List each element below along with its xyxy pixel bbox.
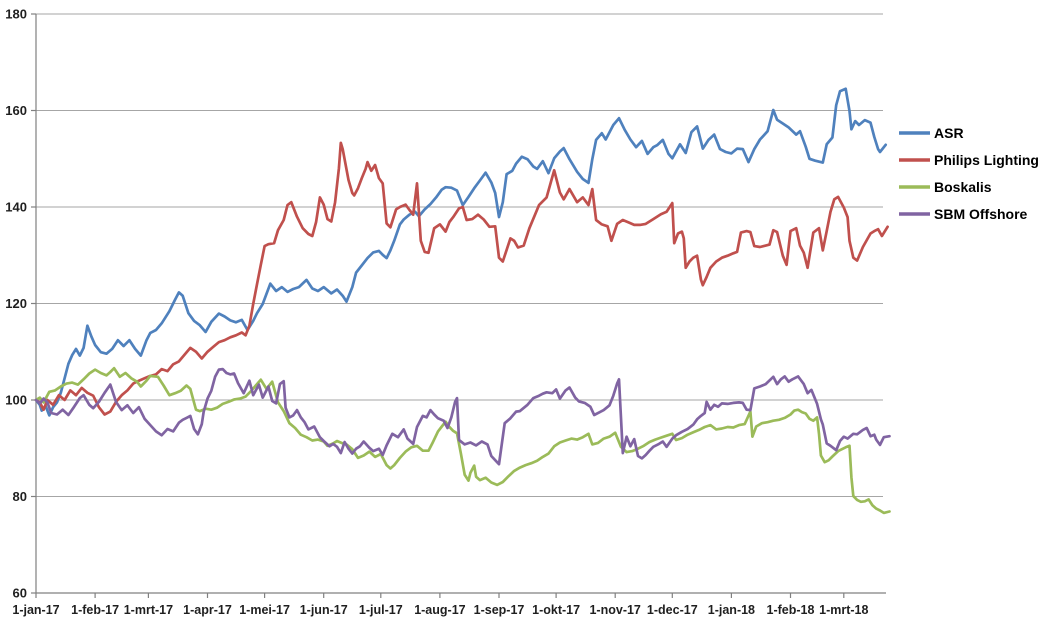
legend-label-boskalis: Boskalis bbox=[934, 179, 992, 195]
x-tick-label: 1-jan-17 bbox=[12, 603, 59, 617]
x-tick-label: 1-sep-17 bbox=[474, 603, 525, 617]
x-tick-label: 1-mrt-18 bbox=[819, 603, 868, 617]
y-tick-label: 160 bbox=[5, 103, 27, 118]
x-tick-label: 1-jan-18 bbox=[708, 603, 755, 617]
x-tick-label: 1-feb-18 bbox=[767, 603, 815, 617]
series-line-boskalis bbox=[34, 366, 891, 515]
x-tick-label: 1-apr-17 bbox=[183, 603, 232, 617]
y-tick-label: 140 bbox=[5, 200, 27, 215]
x-tick-label: 1-aug-17 bbox=[414, 603, 465, 617]
legend-label-sbm-offshore: SBM Offshore bbox=[934, 206, 1028, 222]
x-tick-label: 1-mrt-17 bbox=[124, 603, 173, 617]
x-tick-label: 1-dec-17 bbox=[647, 603, 698, 617]
x-tick-label: 1-feb-17 bbox=[71, 603, 119, 617]
legend-label-asr: ASR bbox=[934, 125, 964, 141]
x-tick-label: 1-nov-17 bbox=[589, 603, 640, 617]
y-tick-label: 60 bbox=[13, 586, 27, 601]
x-tick-label: 1-jun-17 bbox=[300, 603, 348, 617]
y-tick-label: 80 bbox=[13, 489, 27, 504]
y-tick-label: 120 bbox=[5, 296, 27, 311]
y-tick-label: 180 bbox=[5, 7, 27, 22]
legend-label-philips-lighting: Philips Lighting bbox=[934, 152, 1039, 168]
series-line-asr bbox=[34, 87, 888, 417]
series-line-sbm-offshore bbox=[34, 367, 891, 466]
x-tick-label: 1-mei-17 bbox=[239, 603, 290, 617]
x-tick-label: 1-jul-17 bbox=[359, 603, 403, 617]
series-line-philips-lighting bbox=[34, 141, 889, 416]
y-tick-label: 100 bbox=[5, 393, 27, 408]
x-tick-label: 1-okt-17 bbox=[532, 603, 580, 617]
